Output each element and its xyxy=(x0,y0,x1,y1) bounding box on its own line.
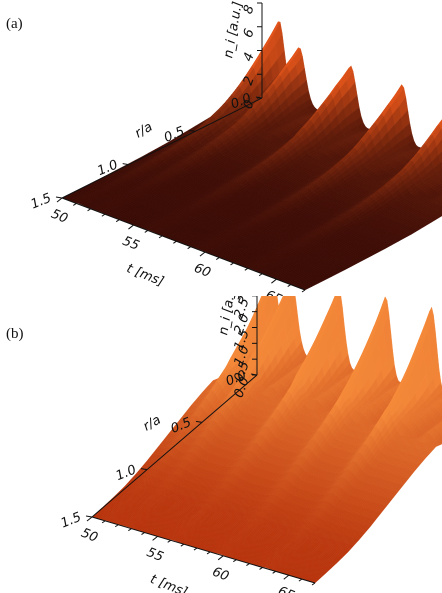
t-tick xyxy=(271,278,277,284)
t-tick xyxy=(199,251,206,257)
r-axis-label: r/a xyxy=(133,120,156,142)
r-tick xyxy=(122,163,129,166)
r-tick xyxy=(189,129,196,132)
panel-label-a: (a) xyxy=(6,16,23,32)
t-minor-tick xyxy=(187,246,191,250)
t-minor-tick xyxy=(301,289,306,293)
chart-panel-b: (b) 50556065t [ms]0.00.51.01.5r/a0.00.51… xyxy=(0,296,442,593)
r-tick xyxy=(55,196,63,199)
t-tick-label: 50 xyxy=(49,207,70,227)
t-axis-line xyxy=(61,197,306,291)
t-minor-tick xyxy=(215,257,220,260)
t-minor-tick xyxy=(115,219,120,223)
t-axis-label: t [ms] xyxy=(124,261,166,289)
t-tick xyxy=(56,197,63,203)
r-axis-line xyxy=(61,97,263,199)
t-minor-tick xyxy=(173,240,177,244)
z-tick-label: 4 xyxy=(241,51,258,64)
t-tick xyxy=(128,224,134,230)
t-tick-label: 65 xyxy=(263,288,284,296)
t-minor-tick xyxy=(144,230,149,233)
t-minor-tick xyxy=(87,208,91,212)
t-minor-tick xyxy=(101,213,106,217)
t-minor-tick xyxy=(230,262,234,266)
chart-panel-a: (a) 50556065t [ms]0.00.51.01.5r/a02468n_… xyxy=(0,0,442,296)
panel-label-b: (b) xyxy=(6,326,24,342)
surface-plot-b: 50556065t [ms]0.00.51.01.5r/a0.00.51.01.… xyxy=(59,296,442,593)
t-tick-label: 55 xyxy=(120,234,141,254)
t-tick-label: 60 xyxy=(192,261,213,281)
r-tick-label: 1.0 xyxy=(95,157,120,179)
t-minor-tick xyxy=(258,273,263,277)
r-tick-label: 0.0 xyxy=(229,91,254,113)
surface-mesh xyxy=(61,21,442,291)
t-minor-tick xyxy=(73,202,77,206)
t-minor-tick xyxy=(158,235,163,239)
r-tick-label: 0.5 xyxy=(162,124,187,146)
z-tick-label: 6 xyxy=(241,27,258,40)
surface-mesh xyxy=(91,296,442,584)
t-minor-tick xyxy=(287,284,291,288)
t-minor-tick xyxy=(244,267,249,271)
r-tick-label: 1.5 xyxy=(29,191,54,213)
